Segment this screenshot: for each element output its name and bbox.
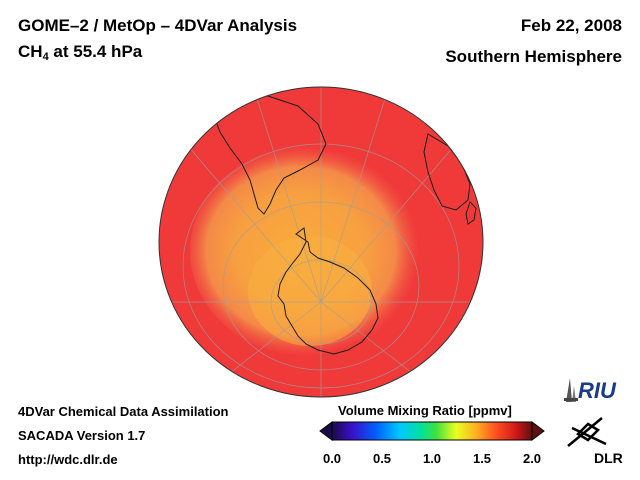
colorbar-tick: 2.0	[522, 451, 542, 466]
species-level-label: CH4 at 55.4 hPa	[18, 42, 142, 63]
colorbar-right-arrow	[531, 421, 545, 441]
globe-map	[158, 86, 484, 398]
colorbar-tick: 0.5	[372, 451, 392, 466]
footer-url-link[interactable]: http://wdc.dlr.de	[18, 452, 118, 467]
globe-border	[158, 86, 484, 398]
south-america-coastline	[213, 93, 327, 215]
map-title: GOME–2 / MetOp – 4DVar Analysis	[18, 16, 298, 35]
species-level: at 55.4 hPa	[48, 42, 143, 61]
graticule	[159, 87, 483, 397]
colorbar-gradient	[331, 421, 533, 441]
dlr-logo-text: DLR	[594, 450, 623, 466]
colorbar-tick: 0.0	[322, 451, 342, 466]
madagascar-coastline	[465, 201, 477, 225]
riu-logo-text: RIU	[578, 378, 617, 403]
colorbar-left-arrow	[319, 421, 333, 441]
colorbar	[319, 421, 545, 441]
colorbar-tick: 1.5	[472, 451, 492, 466]
species-main: CH	[18, 42, 43, 61]
dlr-logo: DLR	[567, 417, 623, 466]
colorbar-tick: 1.0	[422, 451, 442, 466]
hemisphere-label: Southern Hemisphere	[445, 47, 622, 66]
footer-version-label: SACADA Version 1.7	[18, 428, 146, 443]
species-subscript: 4	[42, 51, 49, 63]
colorbar-title: Volume Mixing Ratio [ppmv]	[338, 403, 512, 418]
date-label: Feb 22, 2008	[520, 16, 622, 35]
footer-assimilation-label: 4DVar Chemical Data Assimilation	[18, 404, 229, 419]
riu-logo: RIU	[564, 378, 617, 403]
antarctica-coastline	[277, 227, 379, 355]
